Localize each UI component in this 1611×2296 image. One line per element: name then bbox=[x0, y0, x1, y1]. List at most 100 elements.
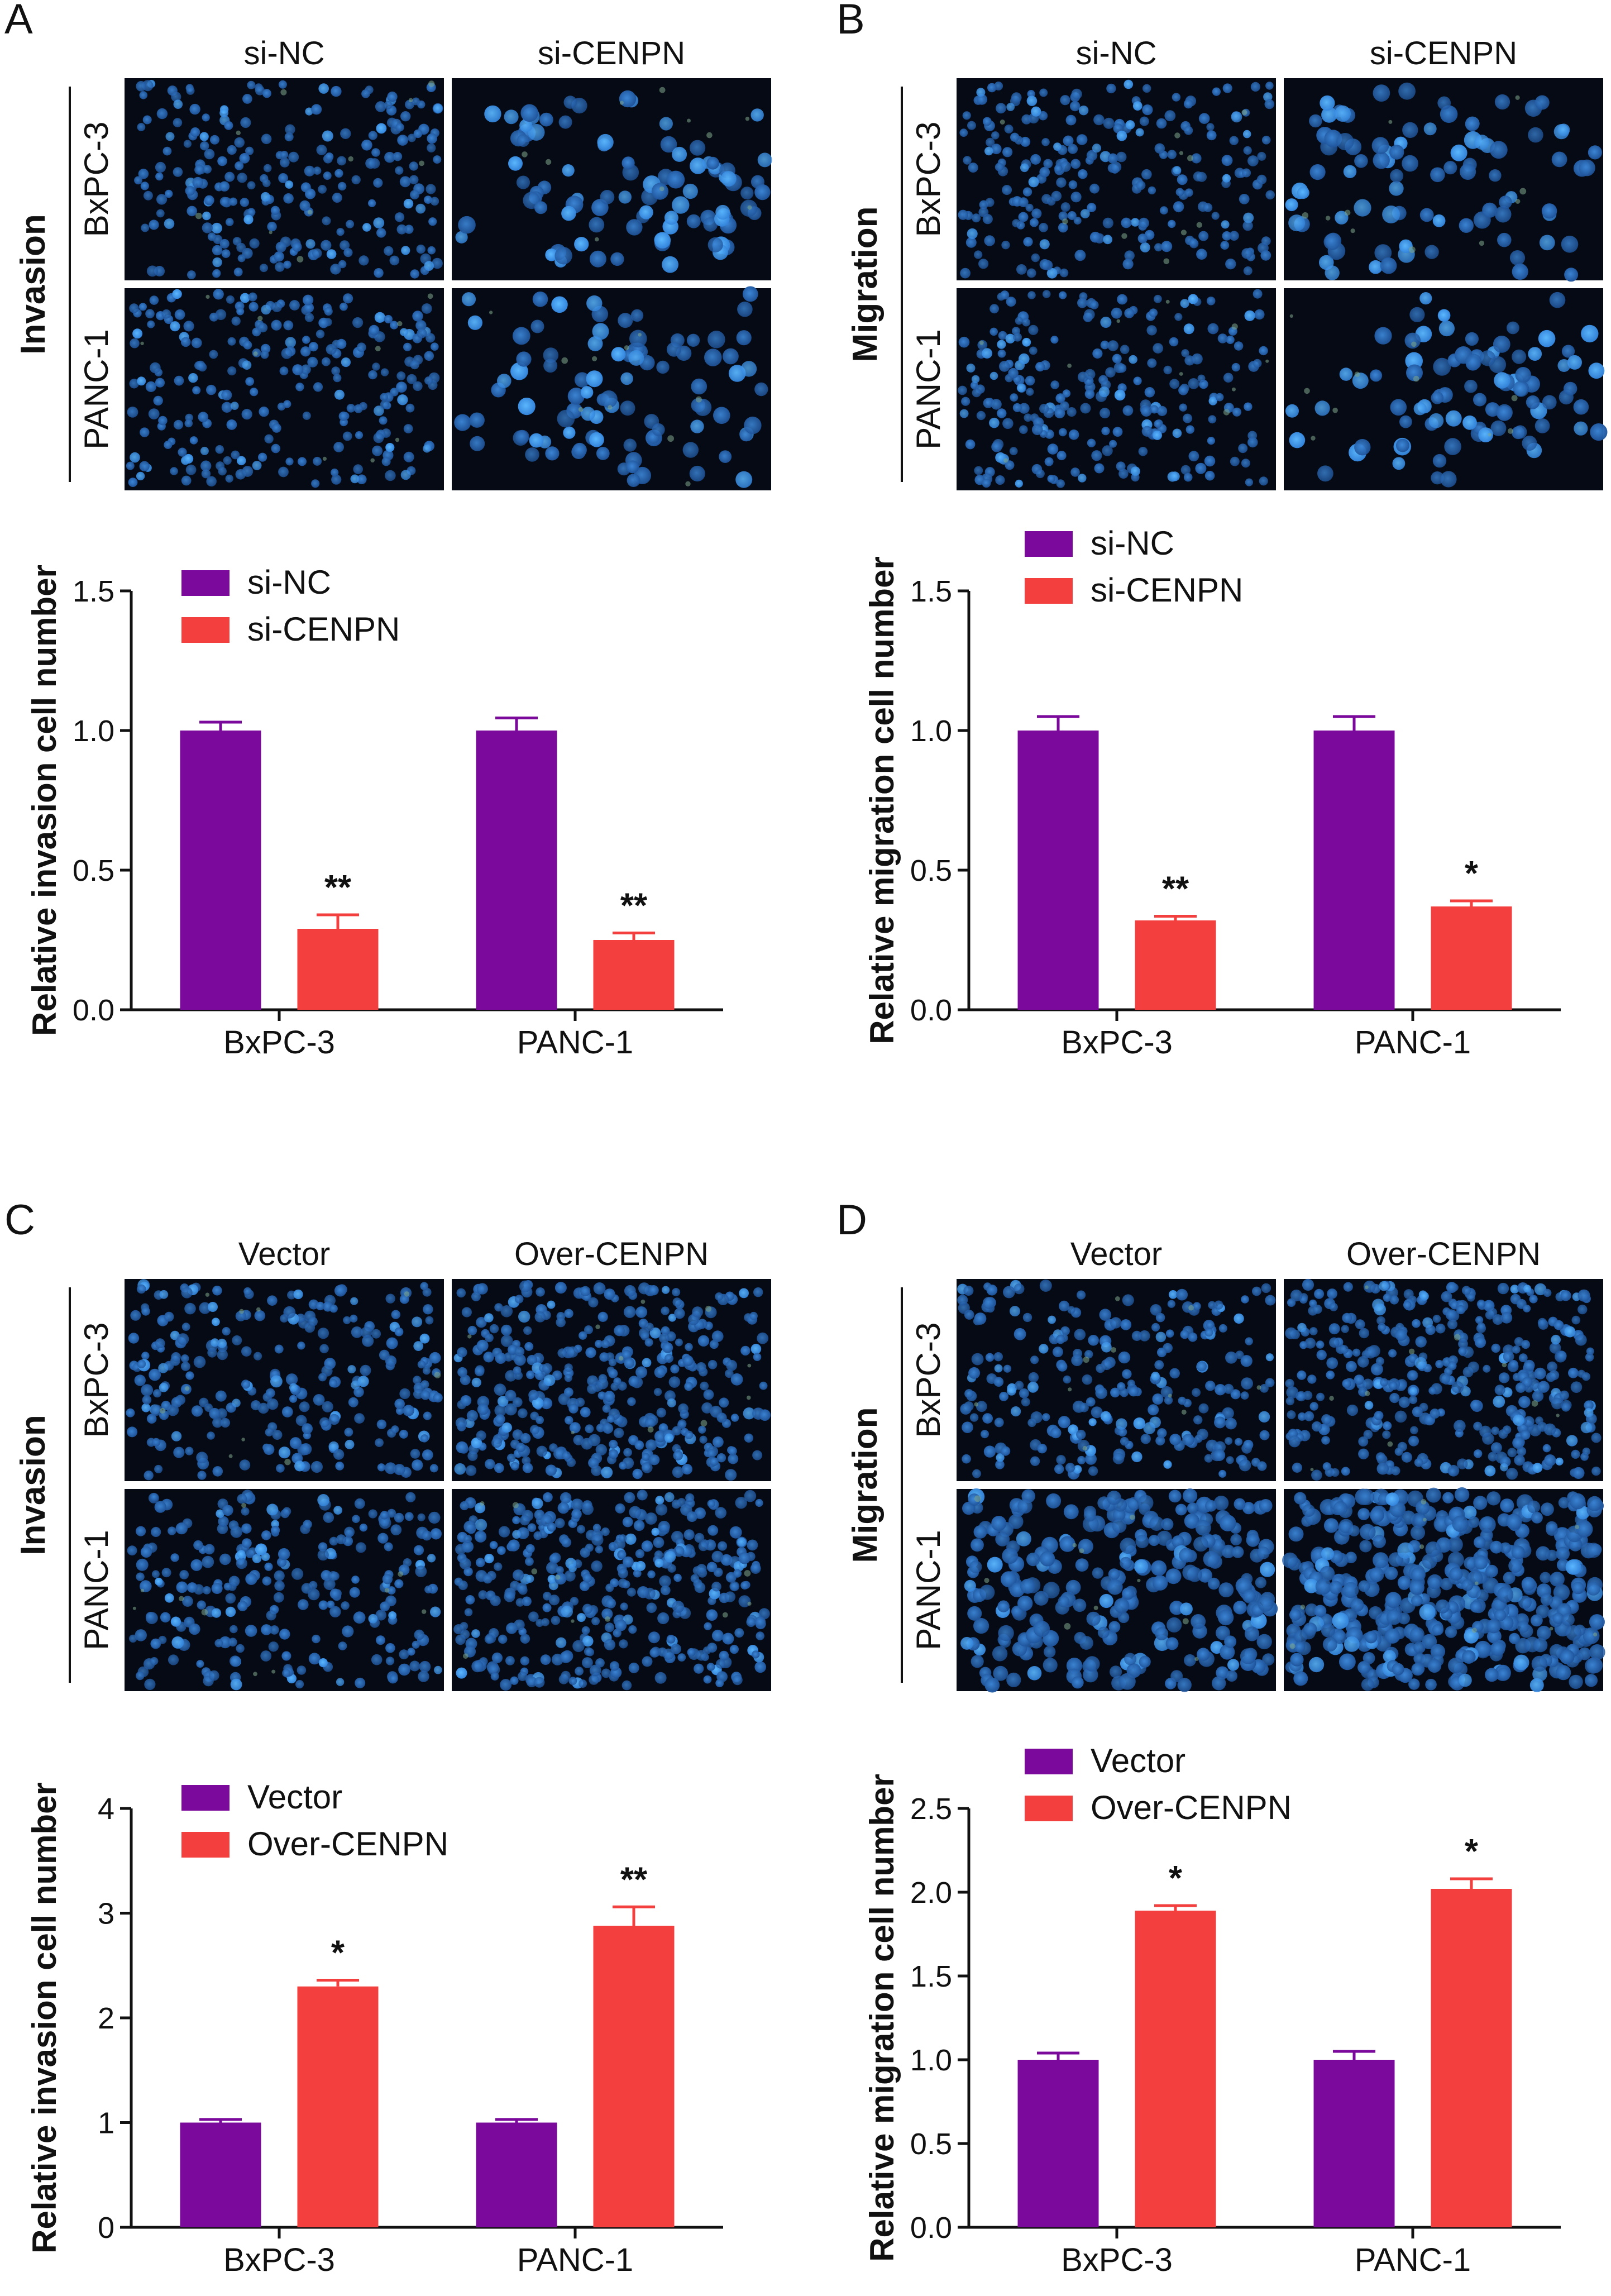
cell-nucleus bbox=[1571, 1315, 1581, 1325]
cell-nucleus bbox=[554, 247, 572, 265]
cell-nucleus bbox=[1225, 259, 1236, 270]
debris-speck bbox=[1180, 230, 1187, 236]
cell-nucleus bbox=[1462, 1650, 1476, 1664]
cell-nucleus bbox=[1101, 1359, 1112, 1371]
cell-nucleus bbox=[260, 192, 270, 202]
cell-nucleus bbox=[1229, 136, 1239, 145]
cell-nucleus bbox=[1492, 1314, 1503, 1325]
cell-nucleus bbox=[658, 1520, 670, 1533]
cell-nucleus bbox=[1354, 154, 1368, 168]
cell-nucleus bbox=[372, 445, 383, 456]
cell-nucleus bbox=[672, 1297, 682, 1307]
cell-nucleus bbox=[1371, 137, 1389, 155]
cell-nucleus bbox=[152, 1438, 161, 1447]
cell-nucleus bbox=[1470, 1601, 1482, 1613]
cell-nucleus bbox=[464, 1608, 473, 1616]
cell-nucleus bbox=[1441, 1291, 1452, 1302]
cell-nucleus bbox=[174, 375, 184, 386]
cell-nucleus bbox=[489, 1324, 499, 1334]
cell-nucleus bbox=[1110, 1665, 1122, 1678]
cell-nucleus bbox=[591, 1465, 602, 1476]
cell-nucleus bbox=[991, 131, 1000, 140]
cell-nucleus bbox=[1179, 403, 1187, 412]
cell-nucleus bbox=[744, 1433, 754, 1443]
bar bbox=[1135, 920, 1216, 1010]
cell-nucleus bbox=[601, 1608, 613, 1620]
cell-nucleus bbox=[1031, 424, 1043, 436]
cell-nucleus bbox=[728, 1447, 737, 1455]
cell-nucleus bbox=[1357, 1508, 1370, 1520]
cell-nucleus bbox=[1188, 1332, 1198, 1342]
cell-nucleus bbox=[261, 1530, 271, 1540]
cell-nucleus bbox=[382, 1574, 393, 1584]
cell-nucleus bbox=[1285, 404, 1299, 418]
cell-nucleus bbox=[1247, 437, 1258, 448]
column-header: si-CENPN bbox=[1370, 35, 1517, 71]
cell-nucleus bbox=[1496, 404, 1513, 421]
cell-nucleus bbox=[318, 1600, 328, 1610]
cell-nucleus bbox=[1452, 1515, 1469, 1532]
cell-nucleus bbox=[232, 1335, 242, 1345]
cell-nucleus bbox=[671, 1499, 681, 1509]
y-tick-label: 0.5 bbox=[910, 854, 952, 887]
cell-nucleus bbox=[580, 1407, 591, 1417]
cell-nucleus bbox=[130, 1310, 141, 1321]
cell-nucleus bbox=[460, 1629, 470, 1639]
cell-nucleus bbox=[460, 1395, 472, 1406]
cell-nucleus bbox=[1357, 1488, 1375, 1505]
cell-nucleus bbox=[170, 467, 178, 475]
cell-nucleus bbox=[730, 1414, 739, 1422]
cell-nucleus bbox=[236, 242, 246, 252]
cell-nucleus bbox=[1010, 393, 1019, 402]
cell-nucleus bbox=[1189, 238, 1198, 247]
cell-nucleus bbox=[556, 1566, 564, 1574]
cell-nucleus bbox=[423, 444, 431, 453]
cell-nucleus bbox=[734, 1628, 744, 1638]
cell-nucleus bbox=[1408, 1435, 1419, 1447]
cell-nucleus bbox=[1243, 146, 1252, 155]
cell-nucleus bbox=[231, 316, 241, 326]
cell-nucleus bbox=[1205, 1500, 1217, 1512]
cell-nucleus bbox=[740, 361, 757, 377]
cell-nucleus bbox=[976, 410, 986, 421]
cell-nucleus bbox=[295, 1680, 304, 1689]
cell-nucleus bbox=[713, 407, 730, 424]
cell-nucleus bbox=[1154, 294, 1162, 303]
cell-nucleus bbox=[235, 161, 244, 170]
cell-nucleus bbox=[184, 419, 193, 428]
cell-nucleus bbox=[1540, 1502, 1554, 1516]
cell-nucleus bbox=[1198, 113, 1210, 124]
cell-nucleus bbox=[504, 1591, 515, 1602]
cell-nucleus bbox=[1398, 1396, 1411, 1408]
cell-nucleus bbox=[656, 1407, 667, 1417]
cell-nucleus bbox=[609, 1661, 619, 1671]
cell-nucleus bbox=[1169, 1601, 1184, 1615]
debris-speck bbox=[1163, 258, 1170, 265]
bar bbox=[1017, 731, 1099, 1010]
x-tick-label: PANC-1 bbox=[517, 2242, 633, 2278]
cell-nucleus bbox=[508, 1539, 520, 1552]
cell-nucleus bbox=[1461, 1286, 1471, 1295]
cell-nucleus bbox=[395, 166, 404, 175]
cell-nucleus bbox=[1141, 405, 1152, 417]
cell-nucleus bbox=[1193, 1536, 1208, 1552]
column-header: si-NC bbox=[1076, 35, 1157, 71]
cell-nucleus bbox=[706, 156, 719, 170]
cell-nucleus bbox=[329, 1379, 338, 1388]
cell-nucleus bbox=[651, 183, 668, 200]
cell-nucleus bbox=[1188, 451, 1199, 462]
cell-nucleus bbox=[219, 1553, 231, 1565]
cell-nucleus bbox=[428, 217, 437, 226]
cell-nucleus bbox=[1442, 1492, 1454, 1503]
cell-nucleus bbox=[211, 1338, 219, 1347]
cell-nucleus bbox=[299, 200, 310, 211]
cell-nucleus bbox=[183, 321, 194, 332]
debris-speck bbox=[747, 1601, 752, 1606]
debris-speck bbox=[1064, 1623, 1071, 1630]
cell-nucleus bbox=[1030, 1355, 1039, 1364]
cell-nucleus bbox=[285, 337, 296, 348]
cell-nucleus bbox=[368, 370, 377, 380]
cell-nucleus bbox=[1168, 219, 1176, 228]
cell-nucleus bbox=[715, 1292, 724, 1301]
cell-nucleus bbox=[568, 1404, 579, 1414]
